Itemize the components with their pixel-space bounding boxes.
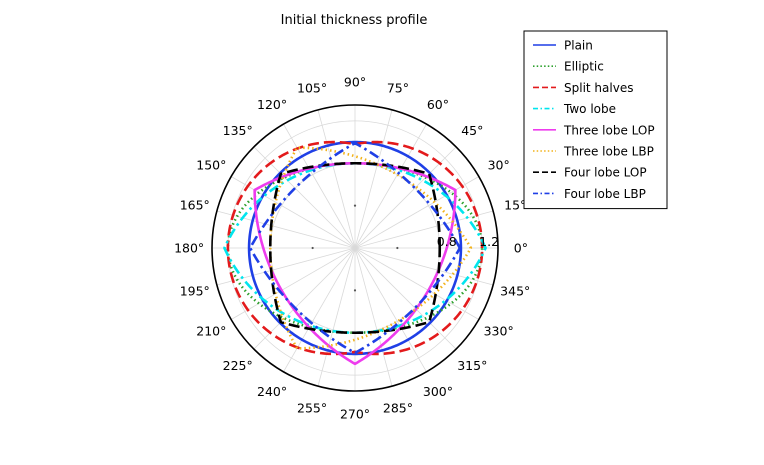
angular-grid-line: [216, 210, 356, 249]
angular-grid-line: [317, 247, 356, 387]
angle-tick-label: 345°: [500, 283, 530, 298]
radial-tick-label: 0.8: [437, 234, 457, 249]
angular-grid-line: [354, 176, 480, 249]
angle-tick-label: 75°: [387, 80, 409, 95]
legend-box: [523, 30, 668, 210]
angle-tick-label: 315°: [457, 358, 487, 373]
series-line-6: [268, 161, 442, 335]
angle-tick-label: 15°: [504, 198, 526, 213]
angle-tick-label: 0°: [514, 241, 528, 256]
angular-grid-line: [354, 247, 494, 286]
legend-label: Elliptic: [564, 60, 604, 74]
angular-grid-line: [354, 109, 393, 249]
angle-tick-label: 210°: [196, 323, 226, 338]
legend-label: Four lobe LBP: [564, 187, 646, 201]
angular-grid-line: [354, 247, 480, 320]
radial-tick-labels: 0.8 1.2: [437, 234, 499, 249]
angular-grid-line: [283, 247, 356, 373]
angle-tick-label: 90°: [344, 75, 366, 90]
angle-tick-label: 165°: [180, 198, 210, 213]
angular-grid-line: [283, 123, 356, 249]
angular-grid-line: [230, 176, 356, 249]
series-line-3: [223, 161, 487, 335]
chart-title: Initial thickness profile: [281, 13, 428, 28]
angle-tick-label: 120°: [257, 97, 287, 112]
series-line-0: [247, 140, 463, 356]
angle-tick-labels: 0° 15° 30° 45° 60° 75° 90° 105° 120° 135° 150° 165°…: [174, 75, 530, 422]
angular-grid-line: [253, 146, 356, 249]
angular-grid-line: [216, 247, 356, 286]
legend-label: Three lobe LBP: [563, 145, 654, 159]
legend-label: Plain: [564, 39, 593, 53]
angle-tick-label: 105°: [297, 80, 327, 95]
legend: Plain Elliptic Split halves Two lobe Three l…: [523, 30, 668, 210]
angle-tick-label: 300°: [423, 384, 453, 399]
angle-tick-label: 330°: [484, 323, 514, 338]
legend-label: Three lobe LOP: [563, 123, 655, 137]
angle-tick-label: 255°: [297, 401, 327, 416]
series-layer: [223, 140, 487, 366]
angle-tick-label: 180°: [174, 241, 204, 256]
radial-tick-label: 1.2: [479, 234, 499, 249]
series-line-5: [268, 146, 473, 350]
angle-tick-label: 285°: [383, 401, 413, 416]
radial-minor-mark: [353, 289, 357, 292]
angle-tick-label: 135°: [223, 123, 253, 138]
angular-grid-line: [317, 109, 356, 249]
polar-frame: [211, 104, 499, 392]
angular-grid-line: [354, 210, 494, 249]
radial-minor-mark: [353, 204, 357, 207]
angular-grid-line: [354, 247, 457, 350]
legend-label: Split halves: [564, 81, 633, 95]
angle-tick-label: 45°: [461, 123, 483, 138]
series-line-2: [226, 140, 484, 356]
angle-tick-label: 195°: [180, 283, 210, 298]
legend-label: Two lobe: [563, 102, 616, 116]
legend-label: Four lobe LOP: [564, 166, 647, 180]
angular-grid-line: [230, 247, 356, 320]
radial-minor-mark: [311, 246, 314, 250]
angular-grid-line: [354, 247, 427, 373]
angle-tick-label: 30°: [488, 158, 510, 173]
angular-grid-line: [354, 247, 393, 387]
angle-tick-label: 240°: [257, 384, 287, 399]
angle-tick-label: 150°: [196, 158, 226, 173]
angle-tick-label: 225°: [223, 358, 253, 373]
angle-tick-label: 270°: [340, 406, 370, 421]
angular-grid-line: [354, 123, 427, 249]
series-line-7: [248, 141, 462, 355]
polar-outer-circle: [211, 104, 499, 392]
angle-tick-label: 60°: [427, 97, 449, 112]
radial-minor-mark: [396, 246, 399, 250]
